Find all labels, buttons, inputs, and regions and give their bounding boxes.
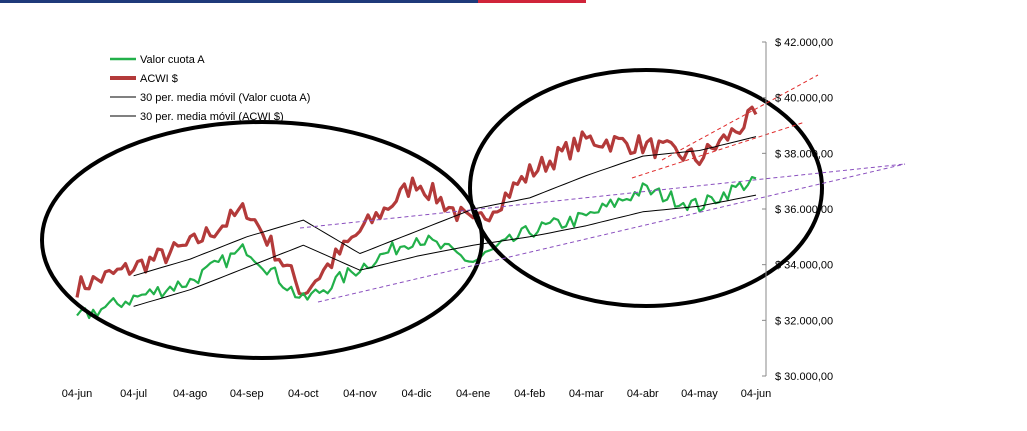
x-tick-label: 04-nov [343, 388, 377, 400]
highlight-ellipse-right [468, 68, 824, 308]
x-tick-label: 04-may [681, 388, 718, 400]
legend: Valor cuota A ACWI $ 30 per. media móvil (… [110, 54, 310, 123]
series-line-2 [75, 105, 758, 298]
trendline-lower [317, 163, 906, 303]
x-tick-label: 04-jun [62, 388, 93, 400]
series-line-3 [133, 194, 757, 307]
window-top-accent-blue [0, 0, 478, 3]
y-tick-label: $ 34.000,00 [775, 260, 833, 272]
legend-label: 30 per. media móvil (ACWI $) [140, 111, 284, 123]
x-tick-label: 04-ene [456, 388, 490, 400]
x-tick-label: 04-oct [288, 388, 319, 400]
x-tick-label: 04-jul [120, 388, 147, 400]
y-tick-label: $ 32.000,00 [775, 315, 833, 327]
x-tick-label: 04-dic [402, 388, 432, 400]
highlight-ellipse-left [40, 120, 484, 360]
channel-lower [631, 121, 806, 179]
window-top-accent-red [478, 0, 586, 3]
x-axis: 04-jun 04-jul 04-ago 04-sep 04-oct 04-nov 04-d… [62, 388, 772, 400]
annotation-layer [40, 68, 906, 360]
legend-label: ACWI $ [140, 73, 178, 85]
legend-label: 30 per. media móvil (Valor cuota A) [140, 92, 310, 104]
x-tick-label: 04-ago [173, 388, 207, 400]
y-tick-label: $ 40.000,00 [775, 93, 833, 105]
plot-area [75, 105, 758, 320]
y-tick-label: $ 42.000,00 [775, 37, 833, 49]
y-tick-label: $ 30.000,00 [775, 371, 833, 383]
x-tick-label: 04-abr [627, 388, 659, 400]
y-axis: $ 30.000,00 $ 32.000,00 $ 34.000,00 $ 36.00… [762, 37, 833, 383]
series-line-1 [76, 176, 757, 320]
x-tick-label: 04-mar [569, 388, 604, 400]
x-tick-label: 04-jun [741, 388, 772, 400]
series-line-4 [133, 136, 757, 277]
legend-label: Valor cuota A [140, 54, 205, 66]
x-tick-label: 04-sep [230, 388, 264, 400]
channel-upper [661, 74, 819, 161]
trendline-upper [299, 163, 906, 229]
y-tick-label: $ 36.000,00 [775, 204, 833, 216]
y-tick-label: $ 38.000,00 [775, 148, 833, 160]
x-tick-label: 04-feb [514, 388, 545, 400]
